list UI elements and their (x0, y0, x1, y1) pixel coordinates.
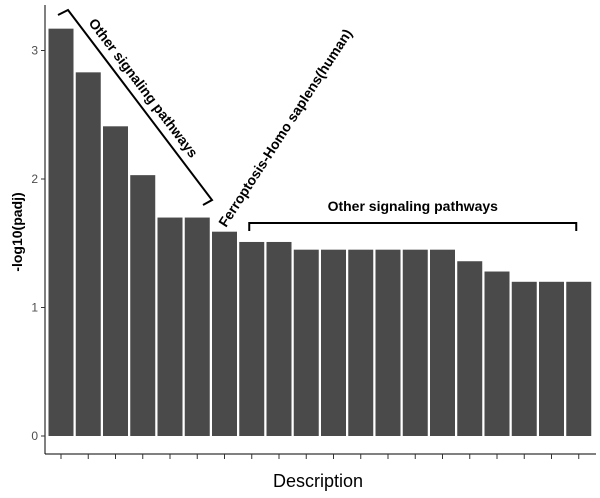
bar-18 (511, 281, 537, 436)
bar-16 (457, 261, 483, 436)
bar-1 (48, 28, 74, 437)
bar-17 (484, 271, 510, 436)
x-axis-title: Description (273, 471, 363, 491)
y-axis-title: -log10(padj) (9, 192, 25, 271)
y-ticks-group: 0 1 2 3 (31, 44, 45, 443)
bar-5 (157, 217, 183, 436)
bar-13 (375, 249, 401, 436)
annotation-bracket-left (57, 8, 214, 206)
bar-6 (184, 217, 210, 436)
x-ticks-group (60, 454, 580, 459)
annotation-bracket-right (248, 222, 578, 231)
y-tick-label: 2 (31, 172, 38, 186)
bar-12 (348, 249, 374, 436)
bar-20 (566, 281, 592, 436)
bar-7 (212, 231, 237, 436)
bar-8 (239, 241, 265, 436)
y-tick-label: 3 (31, 44, 38, 58)
bar-19 (539, 281, 564, 436)
y-tick-label: 0 (31, 429, 38, 443)
bar-9 (266, 241, 292, 436)
bar-2 (75, 72, 101, 436)
bars-group (48, 28, 592, 437)
bar-14 (402, 249, 428, 436)
bar-4 (130, 175, 156, 436)
bar-10 (293, 249, 319, 436)
annotation-other-pathways-left: Other signaling pathways (86, 15, 202, 161)
bar-3 (103, 126, 128, 436)
bar-15 (430, 249, 455, 436)
axes-group (44, 5, 596, 455)
bar-11 (321, 249, 346, 436)
annotation-other-pathways-right: Other signaling pathways (328, 198, 499, 214)
y-tick-label: 1 (31, 301, 38, 315)
